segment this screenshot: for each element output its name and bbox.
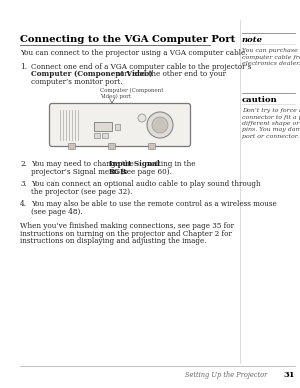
Text: 3.: 3. <box>20 180 27 188</box>
Text: (see page 48).: (see page 48). <box>31 208 83 215</box>
FancyBboxPatch shape <box>102 133 108 138</box>
Text: instructions on displaying and adjusting the image.: instructions on displaying and adjusting… <box>20 237 206 245</box>
FancyBboxPatch shape <box>115 124 120 130</box>
Text: computer cable from an: computer cable from an <box>242 54 300 59</box>
Circle shape <box>152 117 168 133</box>
Text: pins. You may damage the: pins. You may damage the <box>242 128 300 132</box>
Text: Don’t try to force a: Don’t try to force a <box>242 108 300 113</box>
FancyBboxPatch shape <box>148 144 155 149</box>
Text: When you’ve finished making connections, see page 35 for: When you’ve finished making connections,… <box>20 222 234 230</box>
Text: note: note <box>242 36 263 44</box>
Text: You can connect to the projector using a VGA computer cable.: You can connect to the projector using a… <box>20 49 248 57</box>
Text: Video) port: Video) port <box>100 94 131 99</box>
FancyBboxPatch shape <box>94 122 112 131</box>
Text: the projector (see page 32).: the projector (see page 32). <box>31 187 132 196</box>
Text: 4.: 4. <box>20 200 27 208</box>
Text: You may also be able to use the remote control as a wireless mouse: You may also be able to use the remote c… <box>31 200 277 208</box>
Text: electronics dealer.: electronics dealer. <box>242 61 300 66</box>
Text: 1.: 1. <box>20 63 27 71</box>
Text: instructions on turning on the projector and Chapter 2 for: instructions on turning on the projector… <box>20 229 232 237</box>
Text: You can purchase a VGA: You can purchase a VGA <box>242 48 300 53</box>
Text: Computer (Component Video): Computer (Component Video) <box>31 71 153 78</box>
FancyBboxPatch shape <box>94 133 100 138</box>
Text: port or connector.: port or connector. <box>242 134 299 139</box>
Text: Input Signal: Input Signal <box>109 160 160 168</box>
Text: RGB: RGB <box>109 168 127 175</box>
Text: setting in the: setting in the <box>146 160 196 168</box>
Circle shape <box>138 114 146 122</box>
Text: Connect one end of a VGA computer cable to the projector’s: Connect one end of a VGA computer cable … <box>31 63 251 71</box>
Text: Connecting to the VGA Computer Port: Connecting to the VGA Computer Port <box>20 35 235 44</box>
Text: 2.: 2. <box>20 160 27 168</box>
Text: caution: caution <box>242 96 278 104</box>
FancyBboxPatch shape <box>109 144 116 149</box>
Text: connector to fit a port with a: connector to fit a port with a <box>242 114 300 120</box>
FancyBboxPatch shape <box>68 144 76 149</box>
Text: Computer (Component: Computer (Component <box>100 88 164 93</box>
Text: (see page 60).: (see page 60). <box>118 168 172 175</box>
Text: You may need to change the: You may need to change the <box>31 160 136 168</box>
Circle shape <box>147 112 173 138</box>
Text: different shape or number of: different shape or number of <box>242 121 300 126</box>
Text: computer’s monitor port.: computer’s monitor port. <box>31 78 122 86</box>
Text: 31: 31 <box>284 371 295 379</box>
Text: projector’s Signal menu to: projector’s Signal menu to <box>31 168 130 175</box>
Text: port and the other end to your: port and the other end to your <box>113 71 226 78</box>
Text: You can connect an optional audio cable to play sound through: You can connect an optional audio cable … <box>31 180 261 188</box>
Text: Setting Up the Projector: Setting Up the Projector <box>185 371 267 379</box>
FancyBboxPatch shape <box>50 104 190 147</box>
